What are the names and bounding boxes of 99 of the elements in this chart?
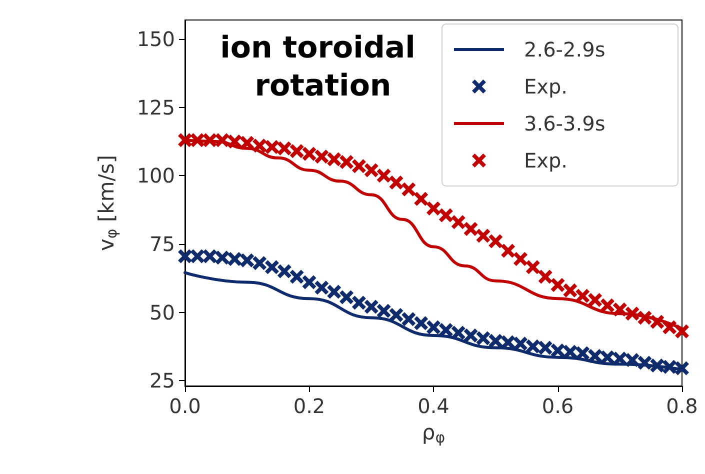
- point: [178, 249, 192, 264]
- point: [588, 292, 602, 307]
- point: [202, 249, 217, 264]
- point: [402, 182, 416, 196]
- point: [252, 256, 267, 270]
- point: [364, 163, 378, 178]
- point: [252, 138, 267, 153]
- legend-label: Exp.: [524, 148, 568, 172]
- point: [215, 133, 230, 148]
- point: [625, 353, 640, 368]
- point: [389, 308, 404, 322]
- point: [476, 331, 490, 346]
- point: [464, 222, 478, 236]
- y-axis-title: vφ [km/s]: [94, 154, 120, 252]
- point: [402, 312, 416, 326]
- point: [488, 234, 503, 248]
- point: [290, 270, 304, 284]
- point: [501, 335, 516, 350]
- y-tick-label: 150: [136, 27, 175, 52]
- point: [438, 323, 453, 338]
- point: [576, 288, 590, 303]
- point: [513, 336, 528, 351]
- point: [563, 283, 578, 298]
- point: [638, 310, 652, 325]
- x-tick-label: 0.8: [666, 394, 698, 418]
- point: [190, 133, 204, 148]
- point: [228, 134, 242, 149]
- y-tick-label: 50: [150, 300, 175, 324]
- point: [178, 133, 192, 148]
- y-tick-label: 100: [136, 164, 175, 188]
- y-tick-label: 75: [150, 232, 175, 256]
- point: [302, 146, 316, 161]
- legend-label: Exp.: [524, 74, 568, 98]
- x-tick-label: 0.0: [169, 394, 201, 418]
- point: [550, 343, 565, 358]
- point: [488, 334, 503, 348]
- point: [327, 152, 342, 166]
- point: [464, 328, 478, 342]
- point: [277, 264, 292, 278]
- x-tick-label: 0.4: [418, 394, 450, 418]
- point: [526, 260, 540, 274]
- point: [414, 316, 428, 330]
- point: [538, 340, 552, 355]
- point: [264, 260, 279, 274]
- point: [314, 150, 329, 164]
- text: ion toroidal rotation: [220, 30, 426, 104]
- legend-label: 2.6-2.9s: [524, 38, 606, 62]
- point: [576, 346, 590, 360]
- point: [340, 290, 354, 304]
- point: [327, 284, 342, 299]
- point: [675, 324, 689, 338]
- point: [277, 141, 292, 156]
- point: [240, 136, 254, 150]
- point: [352, 159, 366, 174]
- point: [662, 360, 677, 374]
- point: [376, 304, 391, 318]
- point: [563, 344, 578, 359]
- point: [513, 252, 528, 266]
- point: [426, 320, 440, 334]
- y-tick-label: 125: [136, 95, 175, 120]
- point: [314, 280, 329, 295]
- point: [662, 320, 677, 334]
- y-tick-label: 25: [150, 368, 175, 393]
- point: [538, 270, 552, 284]
- point: [476, 228, 490, 243]
- point: [612, 352, 627, 366]
- point: [426, 201, 440, 216]
- point: [240, 253, 254, 268]
- point: [501, 244, 516, 258]
- point: [202, 133, 217, 148]
- point: [389, 176, 404, 190]
- point: [414, 192, 428, 206]
- point: [600, 350, 614, 364]
- point: [638, 356, 652, 370]
- point: [526, 339, 540, 354]
- point: [612, 302, 627, 317]
- point: [438, 208, 453, 222]
- point: [264, 140, 279, 154]
- point: [588, 348, 602, 363]
- point: [650, 358, 664, 373]
- point: [600, 298, 614, 312]
- point: [228, 252, 242, 266]
- point: [675, 361, 689, 376]
- point: [215, 250, 230, 265]
- point: [364, 300, 378, 314]
- point: [190, 249, 204, 264]
- point: [340, 155, 354, 170]
- point: [625, 306, 640, 321]
- point: [650, 314, 664, 329]
- point: [451, 326, 466, 340]
- point: [352, 296, 366, 310]
- point: [376, 168, 391, 183]
- point: [451, 215, 466, 230]
- point: [550, 278, 565, 292]
- legend-label: 3.6-3.9s: [524, 112, 606, 136]
- point: [302, 275, 316, 290]
- x-tick-label: 0.6: [542, 394, 574, 418]
- point: [290, 144, 304, 158]
- x-tick-label: 0.2: [293, 394, 326, 418]
